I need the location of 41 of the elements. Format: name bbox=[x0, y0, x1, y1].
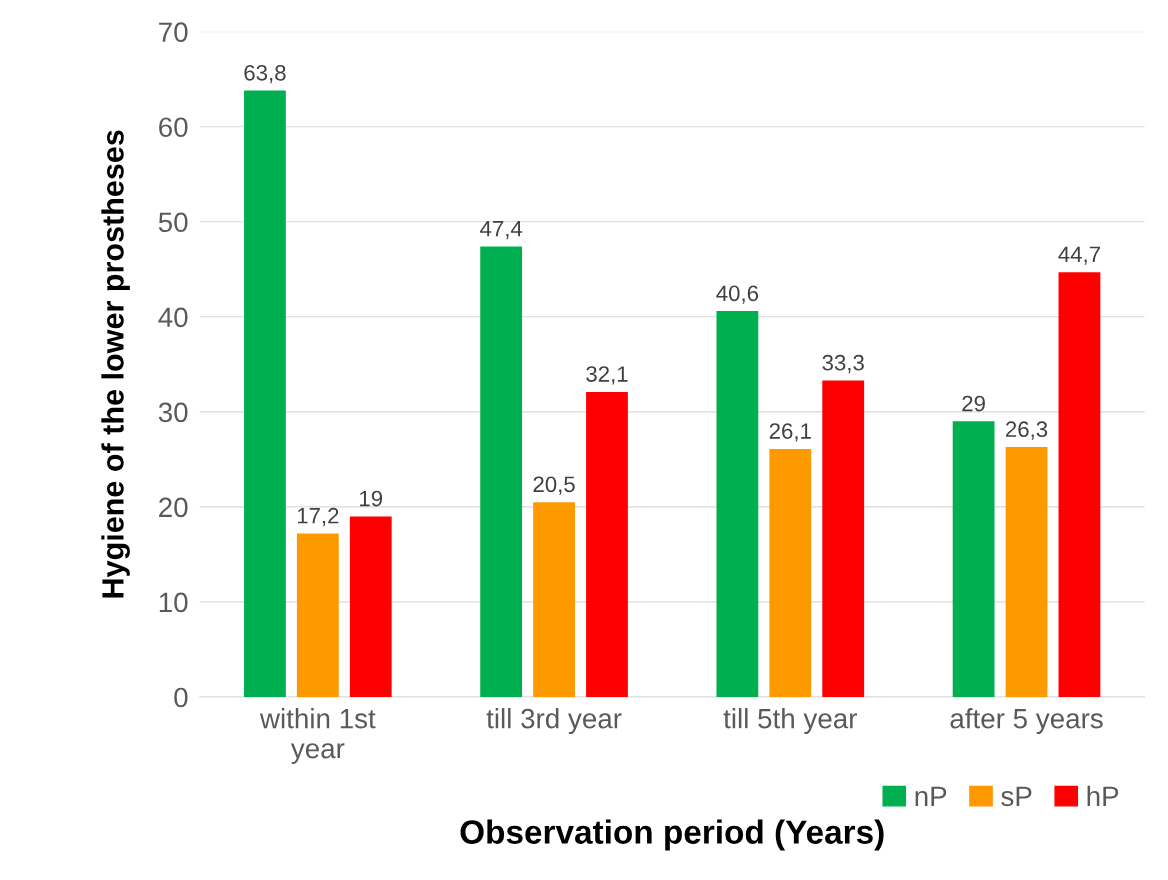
data-label: 26,1 bbox=[769, 423, 811, 442]
data-label: 63,8 bbox=[244, 64, 286, 84]
y-tick-label: 70 bbox=[159, 22, 188, 43]
bar bbox=[1005, 447, 1048, 697]
data-label: 32,1 bbox=[586, 366, 628, 385]
bar bbox=[480, 246, 523, 697]
x-tick-label: till 5th year bbox=[723, 708, 857, 734]
y-tick-label: 60 bbox=[159, 117, 188, 138]
bar bbox=[769, 448, 812, 697]
y-axis-title: Hygiene of the lower prostheses bbox=[101, 130, 130, 598]
y-tick-label: 40 bbox=[158, 307, 188, 328]
legend-label: hP bbox=[1087, 785, 1119, 806]
data-label: 40,6 bbox=[716, 285, 759, 304]
y-tick-label: 50 bbox=[158, 212, 188, 233]
bar bbox=[296, 533, 339, 697]
data-label: 33,3 bbox=[822, 354, 864, 374]
data-label: 19 bbox=[360, 490, 383, 507]
data-label: 20,5 bbox=[533, 476, 575, 495]
bar bbox=[822, 380, 865, 697]
legend-label: nP bbox=[915, 786, 947, 806]
bar bbox=[716, 311, 759, 697]
data-label: 17,2 bbox=[297, 507, 339, 527]
data-label: 47,4 bbox=[480, 221, 523, 240]
bar bbox=[244, 90, 286, 697]
bar bbox=[533, 502, 575, 697]
y-tick-label: 30 bbox=[158, 402, 188, 423]
data-label: 44,7 bbox=[1058, 246, 1100, 265]
y-tick-label: 0 bbox=[174, 687, 188, 708]
bar bbox=[349, 516, 392, 697]
bar bbox=[1058, 272, 1101, 697]
x-axis-title: Observation period (Years) bbox=[460, 819, 884, 851]
bar bbox=[952, 421, 995, 697]
bar bbox=[586, 391, 628, 697]
y-tick-label: 10 bbox=[159, 592, 188, 613]
y-tick-label: 20 bbox=[159, 497, 188, 518]
x-tick-label: till 3rd year bbox=[486, 708, 622, 734]
data-label: 29 bbox=[962, 395, 985, 412]
x-tick-label: within 1st year bbox=[259, 708, 376, 764]
x-tick-label: after 5 years bbox=[950, 708, 1103, 734]
legend-label: sP bbox=[1001, 786, 1032, 807]
data-label: 26,3 bbox=[1006, 421, 1048, 440]
